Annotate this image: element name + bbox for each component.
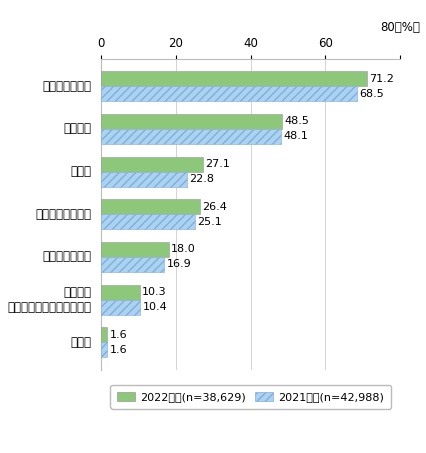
Text: 25.1: 25.1	[197, 217, 222, 227]
Legend: 2022年　(n=38,629), 2021年　(n=42,988): 2022年 (n=38,629), 2021年 (n=42,988)	[110, 385, 390, 409]
Text: 80（%）: 80（%）	[379, 20, 419, 34]
Bar	[101, 199, 199, 214]
Text: 1.6: 1.6	[109, 330, 127, 340]
Bar	[101, 299, 140, 314]
Text: 27.1: 27.1	[204, 159, 229, 169]
Bar	[101, 157, 202, 172]
Bar	[101, 284, 139, 299]
Bar	[101, 342, 107, 357]
Text: 16.9: 16.9	[166, 260, 191, 270]
Bar	[101, 129, 280, 144]
Text: 26.4: 26.4	[202, 202, 227, 212]
Text: 10.3: 10.3	[142, 287, 166, 297]
Text: 48.1: 48.1	[282, 131, 308, 141]
Text: 18.0: 18.0	[170, 245, 195, 255]
Text: 10.4: 10.4	[142, 302, 167, 312]
Text: 71.2: 71.2	[368, 74, 394, 84]
Bar	[101, 86, 356, 101]
Text: 68.5: 68.5	[359, 89, 383, 99]
Bar	[101, 257, 164, 272]
Bar	[101, 114, 282, 129]
Text: 1.6: 1.6	[109, 345, 127, 355]
Text: 48.5: 48.5	[284, 116, 309, 126]
Bar	[101, 214, 195, 229]
Text: 22.8: 22.8	[188, 174, 213, 184]
Bar	[101, 71, 366, 86]
Bar	[101, 328, 107, 342]
Bar	[101, 172, 186, 187]
Bar	[101, 242, 168, 257]
